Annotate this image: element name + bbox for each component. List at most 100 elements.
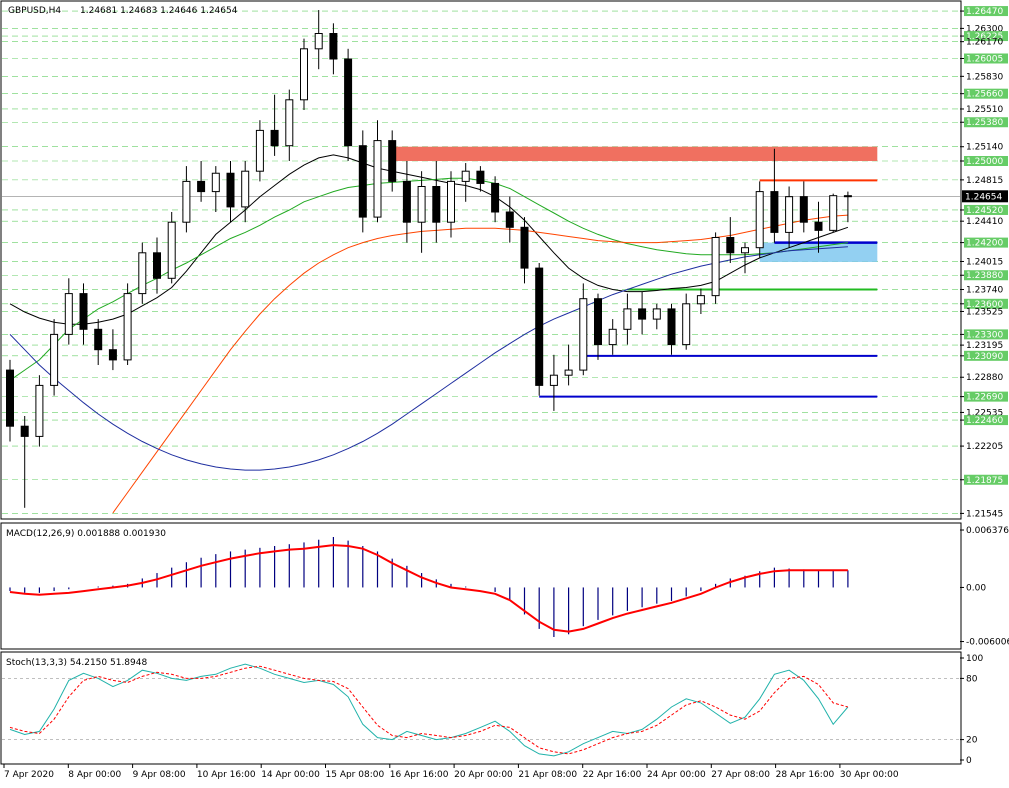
candle: [226, 161, 235, 223]
candle-body: [108, 349, 117, 361]
candle: [314, 10, 323, 70]
candle-body: [417, 186, 426, 223]
candle: [491, 176, 500, 223]
candle-body: [50, 333, 59, 386]
candle-body: [373, 140, 382, 218]
candle-body: [153, 252, 161, 279]
price-tick-label: 1.22880: [966, 373, 1003, 383]
price-level-tag: [964, 156, 1008, 166]
candle-body: [138, 252, 147, 295]
stoch-signal-line: [9, 665, 849, 755]
price-tick-label: 1.24015: [966, 257, 1003, 267]
stoch-tick-label: 20: [966, 736, 978, 746]
time-tick-label: 8 Apr 00:00: [68, 770, 121, 780]
candle-body: [667, 308, 676, 346]
candle: [388, 130, 397, 192]
price-tick-label: 1.24200: [966, 239, 1003, 249]
price-tick-label: 1.25830: [966, 72, 1003, 82]
candle-body: [564, 369, 573, 376]
stoch-pane: [0, 651, 962, 765]
candle: [799, 181, 808, 233]
candle-body: [491, 182, 500, 213]
candle: [579, 283, 588, 376]
sma-blue-line: [9, 246, 848, 471]
price-tick-label: 1.26225: [966, 32, 1003, 42]
candle: [770, 148, 779, 243]
candle-body: [505, 211, 514, 228]
candle: [300, 38, 308, 110]
candle: [432, 161, 441, 243]
candle: [829, 193, 838, 233]
candle-body: [741, 247, 749, 254]
candle: [623, 293, 632, 345]
candle-body: [696, 295, 705, 305]
time-tick-label: 20 Apr 00:00: [454, 770, 513, 780]
candle: [608, 319, 617, 355]
candle-body: [226, 172, 235, 208]
moving-averages: [9, 154, 849, 514]
candle-body: [300, 48, 308, 101]
candle: [741, 242, 749, 274]
candle: [138, 242, 147, 304]
price-level-tag: [964, 474, 1008, 485]
stoch-indicator: 100 80 20 0: [2, 654, 983, 766]
price-tick-label: 1.22690: [966, 393, 1003, 403]
candle-body: [447, 180, 455, 223]
price-tick-label: 1.23525: [966, 307, 1003, 317]
candle: [535, 263, 544, 396]
candle: [814, 201, 823, 253]
time-tick-label: 21 Apr 08:00: [518, 770, 577, 780]
candle: [329, 23, 338, 75]
candle: [94, 319, 103, 365]
price-level-tag: [964, 270, 1008, 281]
sma-red-line: [112, 214, 848, 514]
price-tick-label: 1.26470: [966, 7, 1003, 17]
candle: [755, 181, 764, 258]
candle: [843, 191, 852, 223]
stoch-label: Stoch(13,3,3) 54.2150 51.8948: [6, 658, 147, 668]
candle: [255, 120, 264, 182]
candle-body: [344, 58, 353, 147]
time-tick-label: 30 Apr 00:00: [840, 770, 899, 780]
candle: [241, 161, 250, 223]
candle-body: [20, 425, 29, 437]
candle: [50, 319, 59, 396]
macd-pane: [0, 522, 962, 650]
price-level-tag: [964, 6, 1008, 17]
price-level-tag: [964, 350, 1008, 361]
candle-body: [79, 293, 88, 330]
candle-body: [255, 129, 264, 172]
price-tick-label: 1.22535: [966, 408, 1003, 418]
candle-body: [579, 298, 588, 371]
candle-body: [461, 170, 470, 182]
stoch-tick-label: 80: [966, 674, 978, 684]
price-tick-label: 1.23090: [966, 352, 1003, 362]
candle-body: [755, 191, 764, 249]
candle-body: [785, 196, 794, 233]
sma-black-line: [9, 154, 849, 325]
price-tick-label: 1.25660: [966, 90, 1003, 100]
candles: [6, 10, 852, 508]
price-tick-label: 1.22460: [966, 416, 1003, 426]
price-tick-label: 1.21875: [966, 476, 1003, 486]
time-tick-label: 16 Apr 16:00: [390, 770, 449, 780]
price-level-tag: [964, 329, 1008, 340]
candle: [358, 130, 367, 233]
candle-body: [843, 195, 852, 198]
chart-ohlc-label: 1.24681 1.24683 1.24646 1.24654: [80, 6, 238, 16]
candle: [285, 89, 294, 161]
candle: [182, 166, 191, 233]
candle: [402, 161, 411, 243]
candle: [520, 217, 529, 284]
macd-label: MACD(12,26,9) 0.001888 0.001930: [6, 529, 166, 539]
time-tick-label: 7 Apr 2020: [4, 770, 54, 780]
macd-tick-label: 0.006376: [966, 526, 1009, 536]
candle-body: [211, 172, 220, 193]
price-level-tag: [964, 117, 1008, 128]
candle-body: [329, 33, 338, 60]
stoch-tick-label: 100: [966, 654, 983, 664]
candle-body: [535, 267, 544, 386]
current-price-tag: [962, 190, 1008, 203]
